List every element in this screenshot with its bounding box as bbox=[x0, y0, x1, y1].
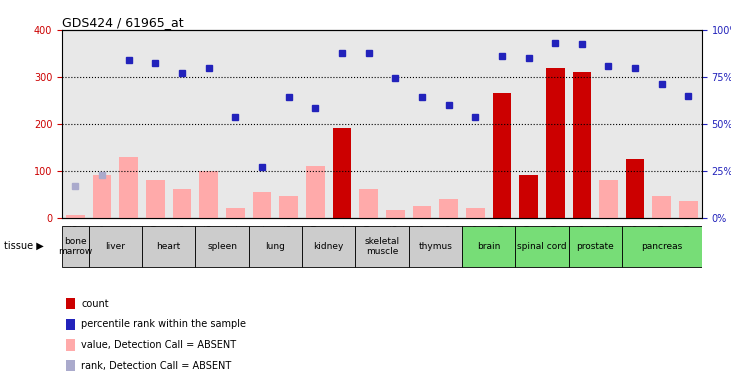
FancyBboxPatch shape bbox=[569, 226, 622, 267]
FancyBboxPatch shape bbox=[409, 226, 462, 267]
Bar bbox=[648, 30, 675, 217]
Bar bbox=[626, 159, 645, 218]
Text: skeletal
muscle: skeletal muscle bbox=[364, 237, 400, 256]
Bar bbox=[306, 166, 325, 218]
Bar bbox=[253, 192, 271, 217]
Bar bbox=[653, 196, 671, 217]
Bar bbox=[546, 68, 564, 218]
FancyBboxPatch shape bbox=[195, 226, 249, 267]
Bar bbox=[62, 30, 88, 217]
Bar bbox=[93, 176, 111, 217]
Text: spleen: spleen bbox=[207, 242, 237, 251]
FancyBboxPatch shape bbox=[622, 226, 702, 267]
Text: brain: brain bbox=[477, 242, 500, 251]
Bar bbox=[382, 30, 409, 217]
Text: lung: lung bbox=[265, 242, 285, 251]
FancyBboxPatch shape bbox=[62, 226, 88, 267]
Bar bbox=[569, 30, 595, 217]
Bar bbox=[302, 30, 329, 217]
Text: GDS424 / 61965_at: GDS424 / 61965_at bbox=[62, 16, 183, 29]
Bar bbox=[276, 30, 302, 217]
FancyBboxPatch shape bbox=[249, 226, 302, 267]
Text: kidney: kidney bbox=[314, 242, 344, 251]
Bar bbox=[386, 210, 404, 218]
FancyBboxPatch shape bbox=[142, 226, 195, 267]
Bar bbox=[515, 30, 542, 217]
Bar bbox=[412, 206, 431, 218]
Text: rank, Detection Call = ABSENT: rank, Detection Call = ABSENT bbox=[81, 361, 232, 370]
Bar bbox=[599, 180, 618, 218]
Bar bbox=[200, 171, 218, 217]
Bar bbox=[66, 215, 85, 217]
FancyBboxPatch shape bbox=[88, 226, 142, 267]
Bar bbox=[595, 30, 622, 217]
Bar bbox=[329, 30, 355, 217]
Bar bbox=[435, 30, 462, 217]
FancyBboxPatch shape bbox=[515, 226, 569, 267]
Text: prostate: prostate bbox=[576, 242, 614, 251]
Bar bbox=[572, 72, 591, 217]
Bar bbox=[146, 180, 164, 218]
Bar bbox=[222, 30, 249, 217]
Bar bbox=[493, 93, 511, 218]
Bar bbox=[439, 199, 458, 217]
Bar bbox=[333, 128, 352, 217]
Text: heart: heart bbox=[156, 242, 181, 251]
Bar bbox=[360, 189, 378, 217]
Bar bbox=[679, 201, 698, 217]
Text: liver: liver bbox=[105, 242, 126, 251]
Bar bbox=[462, 30, 488, 217]
Text: tissue ▶: tissue ▶ bbox=[4, 241, 43, 250]
Bar bbox=[488, 30, 515, 217]
Bar bbox=[519, 176, 538, 217]
Text: percentile rank within the sample: percentile rank within the sample bbox=[81, 320, 246, 329]
Text: thymus: thymus bbox=[418, 242, 452, 251]
Bar bbox=[119, 157, 138, 218]
Bar bbox=[355, 30, 382, 217]
Bar bbox=[88, 30, 115, 217]
Bar bbox=[195, 30, 222, 217]
Bar bbox=[249, 30, 276, 217]
Bar bbox=[173, 189, 192, 217]
Text: bone
marrow: bone marrow bbox=[58, 237, 93, 256]
Text: value, Detection Call = ABSENT: value, Detection Call = ABSENT bbox=[81, 340, 236, 350]
Text: spinal cord: spinal cord bbox=[517, 242, 567, 251]
Text: pancreas: pancreas bbox=[641, 242, 683, 251]
Bar bbox=[226, 208, 245, 218]
Bar bbox=[115, 30, 142, 217]
FancyBboxPatch shape bbox=[302, 226, 355, 267]
Bar bbox=[279, 196, 298, 217]
Bar bbox=[622, 30, 648, 217]
Bar bbox=[142, 30, 169, 217]
Text: count: count bbox=[81, 299, 109, 309]
Bar bbox=[675, 30, 702, 217]
Bar bbox=[466, 208, 485, 218]
FancyBboxPatch shape bbox=[355, 226, 409, 267]
Bar bbox=[169, 30, 195, 217]
Bar bbox=[409, 30, 435, 217]
Bar bbox=[542, 30, 569, 217]
FancyBboxPatch shape bbox=[462, 226, 515, 267]
